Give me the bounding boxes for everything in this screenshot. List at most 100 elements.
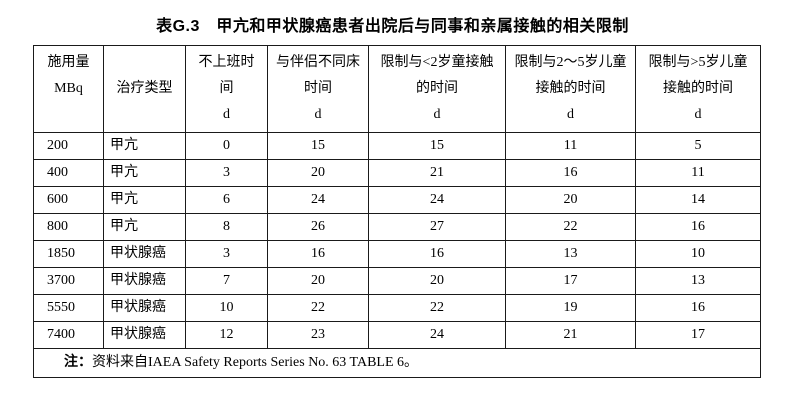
table-cell-administered-activity: 800 — [33, 213, 104, 241]
column-header-line — [35, 102, 103, 128]
column-header-line: 与伴侣不同床 — [276, 55, 360, 70]
column-header-line — [105, 102, 185, 128]
table-cell-days-off-work: 3 — [185, 159, 268, 187]
contact-restriction-table: 施用量 MBq 治疗类型 不上班时间 d 与伴侣不同床 时间 d 限制与<2岁童接触 的时间 d 限制… — [33, 45, 761, 378]
table-cell-restrict-child-over5: 11 — [635, 159, 761, 187]
table-cell-restrict-child-over5: 14 — [635, 186, 761, 214]
column-header-restrict-child-2to5: 限制与2～5岁儿童 接触的时间 d — [505, 45, 636, 133]
table-cell-restrict-child-under2: 24 — [368, 321, 506, 349]
column-header-administered-activity: 施用量 MBq — [33, 45, 104, 133]
table-cell-restrict-child-under2: 22 — [368, 294, 506, 322]
column-header-line: 限制与<2岁童接触 — [380, 55, 494, 70]
column-header-line: 接触的时间 — [535, 81, 606, 96]
table-row: 400 甲亢 3 20 21 16 11 — [33, 159, 761, 187]
column-header-line: 治疗类型 — [116, 81, 173, 96]
table-cell-restrict-child-over5: 5 — [635, 132, 761, 160]
column-header-line: 间 — [219, 81, 234, 96]
table-footer: 注：资料来自IAEA Safety Reports Series No. 63 … — [33, 348, 761, 378]
table-cell-treatment-type: 甲状腺癌 — [103, 240, 186, 268]
table-cell-administered-activity: 7400 — [33, 321, 104, 349]
table-cell-restrict-child-under2: 15 — [368, 132, 506, 160]
column-header-line: 施用量 — [47, 55, 90, 70]
column-header-line: 不上班时 — [198, 55, 255, 70]
table-cell-restrict-child-over5: 10 — [635, 240, 761, 268]
table-cell-treatment-type: 甲状腺癌 — [103, 321, 186, 349]
table-row: 800 甲亢 8 26 27 22 16 — [33, 213, 761, 241]
table-cell-sleep-apart-partner: 22 — [267, 294, 369, 322]
column-header-treatment-type: 治疗类型 — [103, 45, 186, 133]
column-header-line — [105, 50, 185, 76]
table-cell-days-off-work: 0 — [185, 132, 268, 160]
table-cell-days-off-work: 6 — [185, 186, 268, 214]
table-cell-restrict-child-over5: 13 — [635, 267, 761, 295]
table-cell-administered-activity: 5550 — [33, 294, 104, 322]
table-cell-restrict-child-2to5: 13 — [505, 240, 636, 268]
table-cell-treatment-type: 甲状腺癌 — [103, 294, 186, 322]
column-header-line: d — [694, 107, 702, 122]
table-row: 1850 甲状腺癌 3 16 16 13 10 — [33, 240, 761, 268]
column-header-line: d — [314, 107, 322, 122]
table-note: 注：资料来自IAEA Safety Reports Series No. 63 … — [33, 348, 761, 378]
column-header-line: 的时间 — [416, 81, 458, 96]
table-cell-restrict-child-2to5: 17 — [505, 267, 636, 295]
table-cell-restrict-child-under2: 21 — [368, 159, 506, 187]
column-header-line: MBq — [54, 81, 83, 96]
table-cell-restrict-child-over5: 17 — [635, 321, 761, 349]
table-cell-sleep-apart-partner: 23 — [267, 321, 369, 349]
table-cell-administered-activity: 600 — [33, 186, 104, 214]
table-cell-restrict-child-2to5: 21 — [505, 321, 636, 349]
note-text: 资料来自IAEA Safety Reports Series No. 63 TA… — [92, 355, 419, 370]
table-cell-restrict-child-under2: 20 — [368, 267, 506, 295]
table-cell-administered-activity: 400 — [33, 159, 104, 187]
table-cell-days-off-work: 3 — [185, 240, 268, 268]
table-cell-restrict-child-2to5: 11 — [505, 132, 636, 160]
table-body: 200 甲亢 0 15 15 11 5 400 甲亢 3 20 21 16 11 600 甲亢 6 24 24 20 1… — [33, 132, 761, 349]
table-row: 5550 甲状腺癌 10 22 22 19 16 — [33, 294, 761, 322]
header-row: 施用量 MBq 治疗类型 不上班时间 d 与伴侣不同床 时间 d 限制与<2岁童接触 的时间 d 限制… — [33, 45, 761, 133]
table-cell-restrict-child-2to5: 19 — [505, 294, 636, 322]
table-cell-restrict-child-under2: 24 — [368, 186, 506, 214]
table-row: 600 甲亢 6 24 24 20 14 — [33, 186, 761, 214]
column-header-sleep-apart-partner: 与伴侣不同床 时间 d — [267, 45, 369, 133]
column-header-line: 限制与>5岁儿童 — [648, 55, 748, 70]
table-row: 3700 甲状腺癌 7 20 20 17 13 — [33, 267, 761, 295]
column-header-line: 时间 — [304, 81, 332, 96]
table-cell-restrict-child-2to5: 22 — [505, 213, 636, 241]
note-label: 注： — [64, 355, 92, 370]
table-cell-sleep-apart-partner: 16 — [267, 240, 369, 268]
table-cell-sleep-apart-partner: 20 — [267, 267, 369, 295]
note-row: 注：资料来自IAEA Safety Reports Series No. 63 … — [33, 348, 761, 378]
table-cell-administered-activity: 3700 — [33, 267, 104, 295]
table-cell-administered-activity: 200 — [33, 132, 104, 160]
table-cell-treatment-type: 甲亢 — [103, 132, 186, 160]
table-cell-restrict-child-over5: 16 — [635, 294, 761, 322]
table-cell-treatment-type: 甲亢 — [103, 159, 186, 187]
table-cell-days-off-work: 8 — [185, 213, 268, 241]
table-cell-sleep-apart-partner: 15 — [267, 132, 369, 160]
column-header-days-off-work: 不上班时间 d — [185, 45, 268, 133]
table-cell-sleep-apart-partner: 20 — [267, 159, 369, 187]
table-cell-treatment-type: 甲亢 — [103, 213, 186, 241]
column-header-restrict-child-over5: 限制与>5岁儿童 接触的时间 d — [635, 45, 761, 133]
table-cell-restrict-child-2to5: 20 — [505, 186, 636, 214]
table-cell-treatment-type: 甲状腺癌 — [103, 267, 186, 295]
table-cell-days-off-work: 10 — [185, 294, 268, 322]
table-row: 200 甲亢 0 15 15 11 5 — [33, 132, 761, 160]
table-cell-administered-activity: 1850 — [33, 240, 104, 268]
table-cell-days-off-work: 12 — [185, 321, 268, 349]
table-cell-treatment-type: 甲亢 — [103, 186, 186, 214]
page-title: 表G.3 甲亢和甲状腺癌患者出院后与同事和亲属接触的相关限制 — [156, 18, 629, 35]
column-header-restrict-child-under2: 限制与<2岁童接触 的时间 d — [368, 45, 506, 133]
table-cell-restrict-child-under2: 27 — [368, 213, 506, 241]
table-cell-sleep-apart-partner: 24 — [267, 186, 369, 214]
table-cell-days-off-work: 7 — [185, 267, 268, 295]
column-header-line: d — [433, 107, 441, 122]
table-cell-restrict-child-over5: 16 — [635, 213, 761, 241]
table-cell-restrict-child-2to5: 16 — [505, 159, 636, 187]
table-row: 7400 甲状腺癌 12 23 24 21 17 — [33, 321, 761, 349]
table-header: 施用量 MBq 治疗类型 不上班时间 d 与伴侣不同床 时间 d 限制与<2岁童接触 的时间 d 限制… — [33, 45, 761, 133]
column-header-line: 接触的时间 — [663, 81, 733, 96]
column-header-line: d — [223, 107, 230, 122]
table-cell-sleep-apart-partner: 26 — [267, 213, 369, 241]
